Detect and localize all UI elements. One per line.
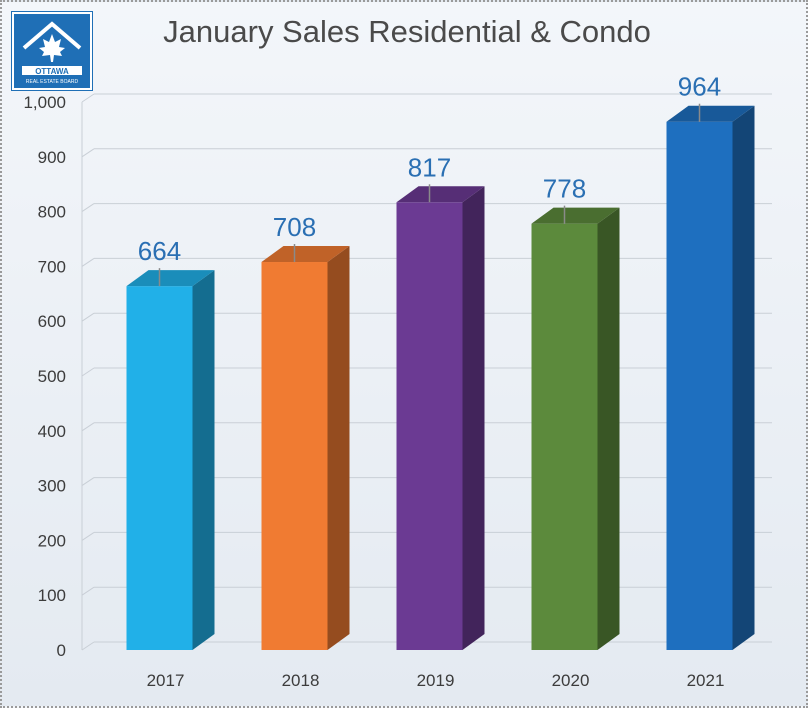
gridline-depth [81, 641, 95, 651]
bar-top [531, 207, 620, 224]
bar-side [327, 246, 350, 651]
x-tick-label: 2019 [417, 671, 455, 690]
y-tick-label: 800 [38, 203, 66, 222]
bar-side [462, 186, 485, 650]
gridline-depth [81, 531, 95, 541]
gridline-depth [81, 312, 95, 322]
y-tick-label: 700 [38, 257, 66, 276]
bar-top [126, 270, 215, 287]
x-tick-label: 2021 [687, 671, 725, 690]
y-tick-label: 600 [38, 312, 66, 331]
y-tick-label: 400 [38, 422, 66, 441]
bar-front [666, 121, 733, 650]
gridline-depth [81, 586, 95, 596]
y-tick-label: 900 [38, 148, 66, 167]
x-tick-label: 2017 [147, 671, 185, 690]
gridline-depth [81, 477, 95, 487]
data-label: 664 [138, 236, 181, 266]
gridline-depth [81, 422, 95, 432]
data-label: 817 [408, 152, 451, 182]
bar-side [192, 270, 215, 650]
bar-top [666, 105, 755, 122]
gridline-depth [81, 257, 95, 267]
logo-text-top: OTTAWA [35, 67, 69, 76]
gridline-depth [81, 203, 95, 213]
y-tick-label: 300 [38, 477, 66, 496]
bar-top [261, 246, 350, 263]
y-tick-label: 200 [38, 531, 66, 550]
data-label: 778 [543, 174, 586, 204]
y-tick-label: 500 [38, 367, 66, 386]
bar-front [261, 262, 328, 650]
ottawa-real-estate-board-logo: OTTAWA REAL ESTATE BOARD [12, 12, 92, 90]
data-label: 964 [678, 72, 721, 102]
bar-side [732, 105, 755, 650]
chart-title: January Sales Residential & Condo [163, 14, 651, 49]
bar-front [396, 202, 463, 650]
y-tick-label: 100 [38, 586, 66, 605]
y-tick-label: 0 [57, 641, 66, 660]
gridline-depth [81, 367, 95, 377]
data-label: 708 [273, 212, 316, 242]
bar-front [126, 286, 193, 650]
bar-front [531, 223, 598, 650]
bar-side [597, 207, 620, 650]
gridline-depth [81, 93, 95, 103]
x-tick-label: 2018 [282, 671, 320, 690]
maple-leaf-house-icon: OTTAWA REAL ESTATE BOARD [22, 21, 82, 85]
logo-text-bottom: REAL ESTATE BOARD [26, 79, 79, 85]
bar-top [396, 186, 485, 203]
x-tick-label: 2020 [552, 671, 590, 690]
gridline-depth [81, 148, 95, 158]
y-tick-label: 1,000 [23, 93, 66, 112]
